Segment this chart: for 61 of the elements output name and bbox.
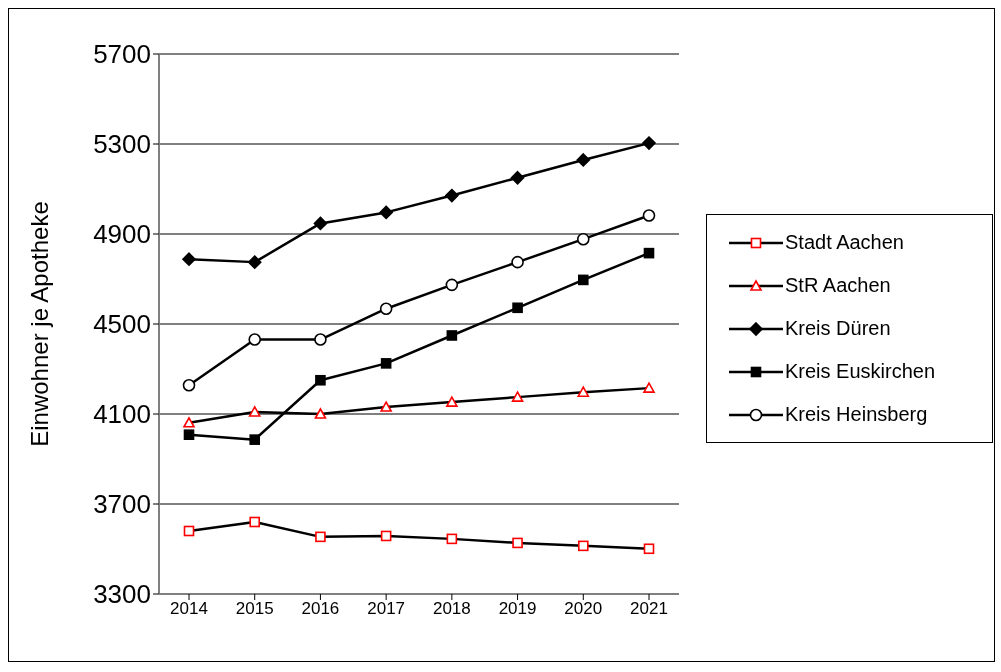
y-tick-label: 5700 bbox=[93, 39, 151, 70]
point bbox=[576, 232, 590, 246]
point bbox=[446, 533, 458, 545]
y-axis-title: Einwohner je Apotheke bbox=[25, 201, 53, 447]
point bbox=[182, 252, 196, 266]
y-tick-label: 4100 bbox=[93, 399, 151, 430]
point bbox=[510, 170, 525, 185]
point bbox=[512, 537, 523, 549]
legend-label: Stadt Aachen bbox=[785, 231, 904, 254]
point bbox=[249, 434, 261, 445]
point bbox=[249, 516, 261, 528]
point bbox=[380, 401, 392, 412]
x-tick-label: 2019 bbox=[498, 599, 537, 619]
point bbox=[577, 386, 590, 397]
point bbox=[446, 330, 458, 341]
point bbox=[315, 374, 326, 386]
point bbox=[643, 247, 655, 259]
point bbox=[445, 278, 459, 292]
legend-label: Kreis Heinsberg bbox=[785, 403, 928, 426]
point bbox=[247, 255, 262, 269]
x-tick-label: 2016 bbox=[301, 599, 340, 619]
point bbox=[315, 531, 326, 543]
legend-label: Kreis Düren bbox=[785, 317, 891, 340]
y-tick-label: 3700 bbox=[93, 489, 151, 520]
point bbox=[380, 358, 392, 369]
point bbox=[577, 274, 589, 286]
x-tick-label: 2014 bbox=[170, 599, 208, 619]
point bbox=[248, 406, 261, 417]
point bbox=[446, 396, 458, 407]
point bbox=[248, 333, 262, 346]
x-tick-label: 2021 bbox=[630, 599, 668, 619]
point bbox=[313, 216, 328, 231]
point bbox=[445, 188, 459, 203]
x-tick-label: 2015 bbox=[235, 599, 274, 619]
point bbox=[183, 416, 195, 428]
legend-label: StR Aachen bbox=[785, 274, 891, 297]
point bbox=[643, 543, 655, 555]
y-tick-label: 5300 bbox=[93, 129, 151, 160]
point bbox=[642, 209, 656, 222]
legend-label: Kreis Euskirchen bbox=[785, 360, 936, 383]
point bbox=[314, 333, 327, 346]
point bbox=[511, 255, 524, 269]
point bbox=[379, 302, 393, 315]
point bbox=[183, 525, 195, 537]
y-tick-label: 4900 bbox=[93, 219, 151, 250]
point bbox=[379, 205, 393, 220]
point bbox=[183, 429, 195, 440]
point bbox=[576, 153, 591, 167]
point bbox=[512, 302, 523, 314]
point bbox=[643, 382, 655, 393]
point bbox=[380, 530, 392, 542]
point bbox=[577, 540, 589, 552]
y-tick-label: 3300 bbox=[93, 579, 151, 610]
y-tick-label: 4500 bbox=[93, 309, 151, 340]
x-tick-label: 2017 bbox=[367, 599, 406, 619]
x-tick-label: 2020 bbox=[564, 599, 603, 619]
point bbox=[182, 378, 196, 392]
point bbox=[314, 408, 327, 419]
point bbox=[642, 136, 656, 150]
point bbox=[511, 391, 524, 402]
x-tick-label: 2018 bbox=[432, 599, 471, 619]
